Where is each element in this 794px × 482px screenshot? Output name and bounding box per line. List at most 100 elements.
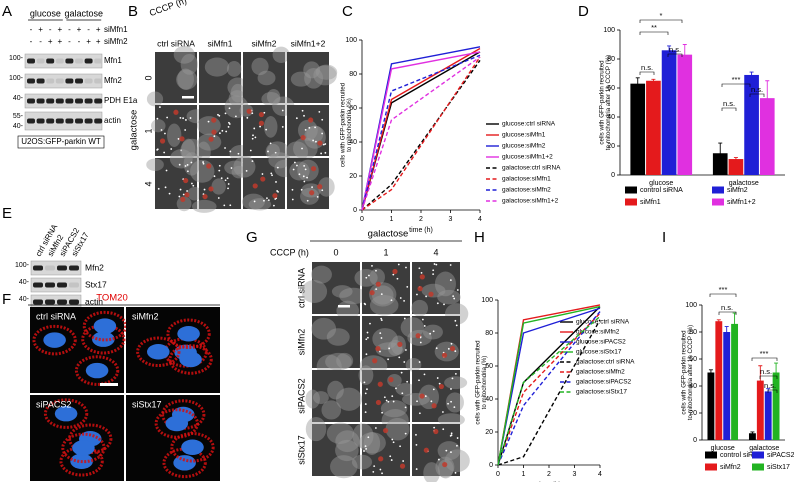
band	[69, 265, 79, 271]
micrograph	[312, 262, 360, 314]
puncta	[436, 377, 439, 379]
band	[75, 78, 83, 84]
cell	[405, 357, 422, 372]
significance-bracket	[767, 389, 778, 393]
series-line	[361, 51, 481, 211]
puncta	[300, 188, 303, 191]
puncta	[276, 190, 279, 192]
puncta	[237, 152, 240, 155]
puncta	[276, 166, 279, 169]
puncta	[392, 441, 395, 444]
legend-label: glucose:siMfn1+2	[502, 154, 553, 161]
puncta	[402, 460, 405, 462]
puncta	[186, 170, 189, 173]
caption-box	[17, 135, 105, 149]
puncta	[418, 412, 421, 415]
cell	[444, 449, 470, 473]
puncta	[207, 120, 210, 123]
puncta	[156, 148, 159, 151]
nucleus-marker	[179, 136, 185, 142]
puncta	[213, 175, 216, 178]
legend-label: glucose:siMfn2	[502, 143, 546, 150]
puncta	[184, 129, 187, 131]
significance-bracket	[721, 107, 737, 111]
bar	[759, 98, 775, 175]
nucleus-marker	[375, 345, 381, 352]
x-tick-label: glucose	[711, 445, 735, 452]
x-tick-label: 3	[573, 471, 577, 478]
nucleus-marker	[433, 428, 439, 435]
puncta	[367, 336, 369, 339]
band	[65, 118, 74, 124]
cell	[303, 61, 321, 79]
puncta	[227, 125, 230, 128]
cell	[418, 384, 440, 410]
legend-label: siMfn1	[640, 199, 661, 206]
nucleus	[173, 455, 196, 471]
puncta	[389, 455, 392, 458]
puncta	[318, 110, 321, 113]
puncta	[251, 137, 254, 140]
mitochondria	[74, 355, 120, 386]
puncta	[429, 332, 432, 335]
row-label: siStx17	[296, 435, 306, 465]
cell	[437, 441, 461, 461]
mitochondria	[154, 408, 199, 439]
significance-label: n.s.	[764, 381, 776, 390]
band	[94, 98, 103, 104]
mitochondria	[68, 423, 113, 455]
puncta	[168, 192, 171, 195]
cell	[385, 417, 410, 441]
nucleus	[179, 351, 202, 368]
puncta	[456, 289, 459, 291]
sign: +	[77, 25, 82, 34]
band	[55, 78, 64, 84]
cell	[196, 141, 211, 163]
mw-marker: 100-	[15, 262, 30, 269]
cell	[330, 455, 358, 479]
nucleus-marker	[309, 190, 315, 196]
puncta	[403, 299, 405, 302]
puncta	[311, 186, 313, 189]
puncta	[186, 164, 189, 166]
puncta	[179, 116, 182, 119]
puncta	[270, 172, 273, 175]
legend-label: galactose:siMfn1+2	[502, 198, 559, 205]
puncta	[192, 184, 195, 187]
puncta	[275, 181, 277, 183]
puncta	[251, 160, 254, 162]
nucleus-marker	[202, 193, 208, 200]
cell	[176, 69, 198, 90]
puncta	[221, 129, 224, 132]
puncta	[228, 123, 231, 125]
puncta	[366, 388, 368, 391]
y-tick-label: 60	[349, 105, 357, 112]
y-axis-label: cells with GFP-parkin recruited	[340, 82, 347, 167]
nucleus-marker	[317, 140, 323, 146]
bar	[748, 433, 756, 440]
cell	[167, 123, 182, 148]
cell	[251, 57, 269, 76]
band	[27, 78, 35, 84]
treatment-label: CCCP (h)	[148, 0, 188, 18]
panel-label: B	[128, 3, 138, 20]
nucleus	[181, 439, 204, 456]
cell	[331, 285, 353, 298]
puncta	[303, 180, 306, 183]
stain-label: TOM20	[96, 293, 128, 304]
puncta	[265, 128, 268, 131]
puncta	[219, 132, 221, 135]
micrograph	[243, 52, 285, 103]
row-label: siMfn2	[296, 329, 306, 356]
row-label: ctrl siRNA	[296, 268, 306, 308]
cell	[169, 149, 193, 169]
legend-label: control siRNA	[720, 452, 763, 459]
cell	[224, 95, 249, 119]
puncta	[365, 448, 368, 450]
band	[46, 78, 55, 84]
cell	[261, 92, 281, 107]
bar	[772, 372, 780, 440]
puncta	[273, 204, 275, 207]
bar	[712, 153, 728, 175]
blot	[30, 277, 82, 293]
